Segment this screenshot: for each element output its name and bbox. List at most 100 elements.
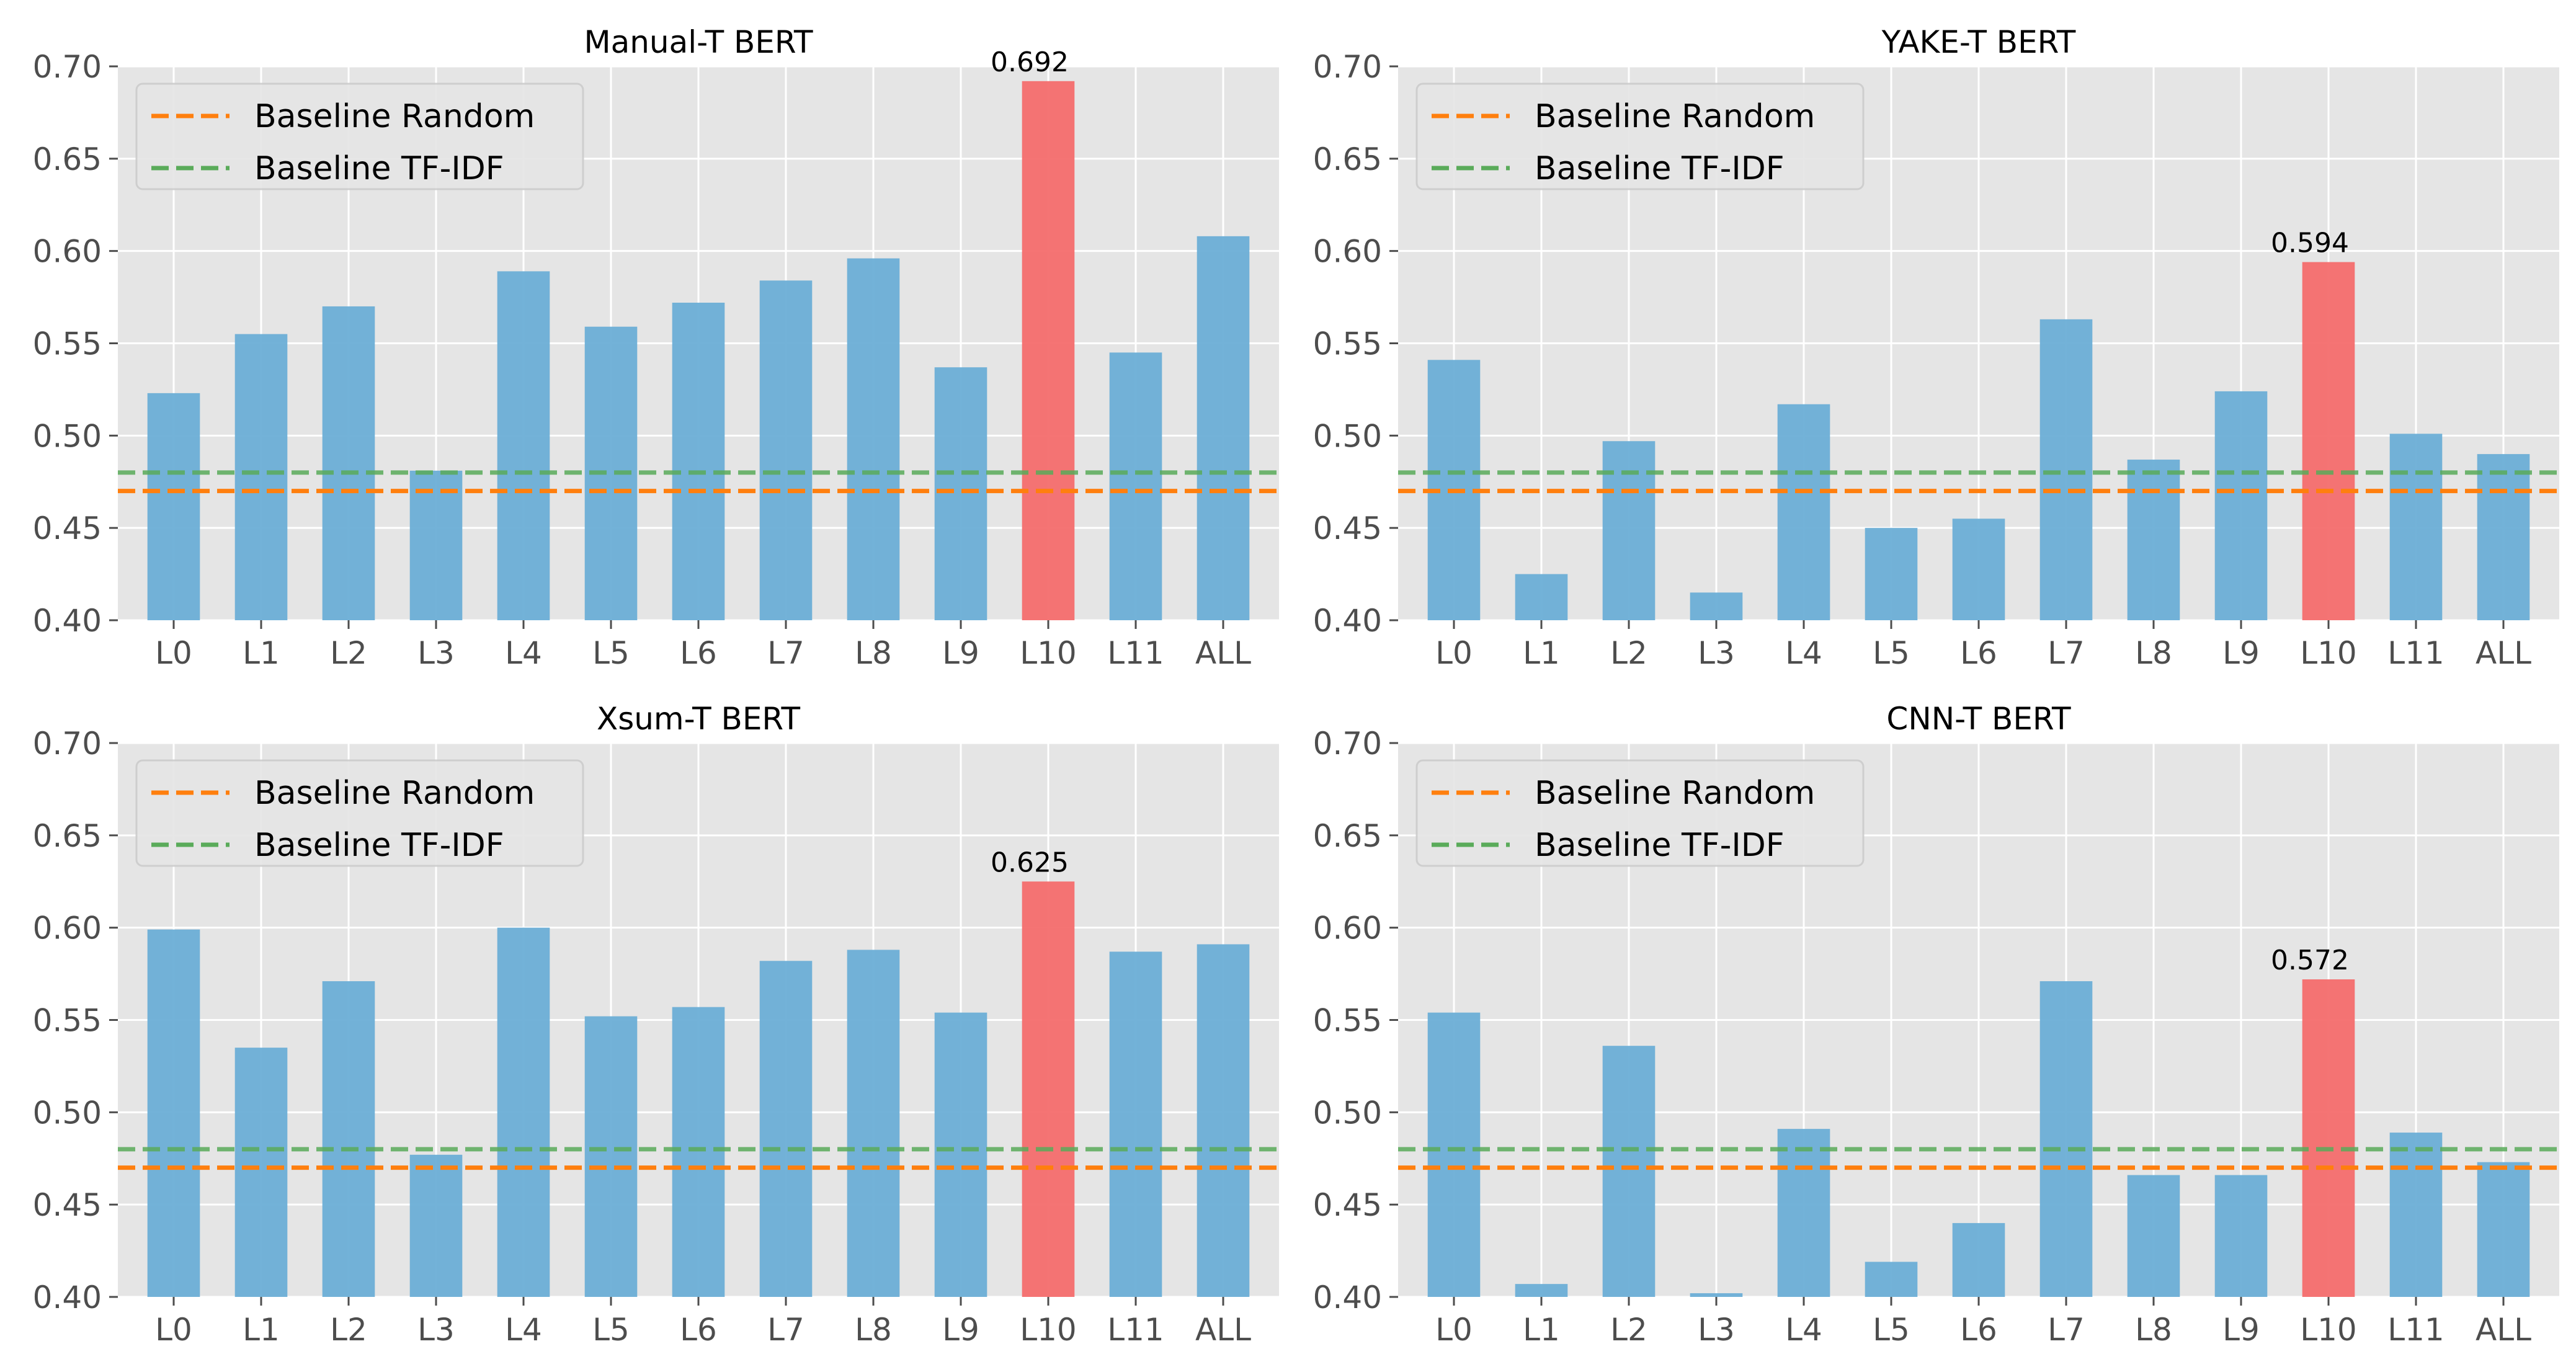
- y-tick-label: 0.60: [33, 911, 102, 946]
- x-tick-label: L9: [942, 635, 979, 671]
- x-tick-label: L4: [1785, 635, 1822, 671]
- y-tick-label: 0.70: [1313, 49, 1382, 85]
- bar-L0: [147, 929, 200, 1297]
- legend-entry-label: Baseline TF-IDF: [1535, 150, 1785, 187]
- bar-L1: [234, 334, 288, 620]
- bar-L2: [1602, 441, 1656, 620]
- x-tick-label: L11: [1107, 1312, 1164, 1348]
- bar-L0: [147, 393, 200, 620]
- bar-highlight-L10: [2302, 979, 2355, 1297]
- y-tick-label: 0.45: [1313, 510, 1382, 546]
- y-tick-label: 0.40: [1313, 1280, 1382, 1316]
- x-tick-label: L9: [942, 1312, 979, 1348]
- bar-highlight-L10: [2302, 262, 2355, 620]
- chart-panel-4: 0.40 0.45 0.50 0.55 0.60 0.65 0.70 L0 L1 L2 L3 L4 L5…: [1313, 701, 2559, 1348]
- x-tick-label: L9: [2222, 1312, 2260, 1348]
- y-tick-label: 0.60: [1313, 234, 1382, 270]
- x-tick-label: L1: [1523, 635, 1560, 671]
- bar-L3: [409, 470, 463, 620]
- bar-L7: [2039, 319, 2093, 620]
- legend: Baseline Random Baseline TF-IDF: [135, 82, 584, 190]
- y-tick-label: 0.70: [1313, 726, 1382, 762]
- x-tick-label: L0: [1435, 1312, 1473, 1348]
- y-tick-label: 0.50: [1313, 418, 1382, 454]
- x-tick-label: L0: [1435, 635, 1473, 671]
- legend-box: [1415, 759, 1865, 867]
- x-tick-label: L8: [2135, 1312, 2172, 1348]
- y-tick-label: 0.60: [33, 234, 102, 270]
- bar-highlight-L10: [1022, 881, 1075, 1297]
- y-tick-label: 0.65: [1313, 818, 1382, 854]
- x-tick-label: L7: [767, 1312, 804, 1348]
- legend: Baseline Random Baseline TF-IDF: [135, 759, 584, 867]
- bar-L7: [759, 280, 813, 620]
- y-tick-label: 0.50: [1313, 1095, 1382, 1131]
- legend-entry-label: Baseline TF-IDF: [1535, 827, 1785, 864]
- x-tick-label: L2: [330, 1312, 367, 1348]
- bar-L6: [1952, 519, 2005, 620]
- x-tick-label: L3: [1698, 1312, 1735, 1348]
- x-tick-label: L8: [2135, 635, 2172, 671]
- bar-L3: [409, 1154, 463, 1297]
- x-tick-label: L10: [1020, 635, 1076, 671]
- bar-L9: [2214, 1175, 2268, 1297]
- bar-L11: [1109, 951, 1162, 1297]
- bar-L9: [934, 1012, 987, 1297]
- y-tick-label: 0.70: [33, 726, 102, 762]
- x-tick-label: L5: [592, 1312, 630, 1348]
- bar-ALL: [2477, 454, 2530, 620]
- legend-box: [135, 759, 584, 867]
- x-tick-label: ALL: [2476, 1312, 2531, 1348]
- legend-entry-label: Baseline Random: [1535, 98, 1815, 135]
- y-tick-label: 0.55: [1313, 326, 1382, 362]
- bar-L1: [1515, 574, 1568, 620]
- bar-L1: [1515, 1284, 1568, 1297]
- highlight-value-label: 0.625: [991, 847, 1069, 878]
- y-tick-label: 0.60: [1313, 911, 1382, 946]
- y-tick-label: 0.40: [1313, 603, 1382, 639]
- x-tick-label: L10: [1020, 1312, 1076, 1348]
- x-tick-label: L6: [1960, 1312, 1997, 1348]
- bar-L11: [2389, 1133, 2443, 1297]
- bar-L11: [1109, 352, 1162, 620]
- legend-entry-label: Baseline TF-IDF: [254, 827, 504, 864]
- highlight-value-label: 0.594: [2271, 228, 2349, 259]
- chart-panel-1: 0.40 0.45 0.50 0.55 0.60 0.65 0.70 L0 L1 L2 L3 L4 L5…: [33, 24, 1279, 671]
- x-tick-label: L4: [1785, 1312, 1822, 1348]
- x-tick-label: L7: [2048, 1312, 2085, 1348]
- x-tick-label: L4: [505, 1312, 542, 1348]
- x-tick-label: L11: [2387, 1312, 2444, 1348]
- y-tick-label: 0.40: [33, 603, 102, 639]
- y-tick-label: 0.50: [33, 418, 102, 454]
- x-tick-label: L11: [2387, 635, 2444, 671]
- x-tick-label: ALL: [1195, 635, 1251, 671]
- x-tick-label: L11: [1107, 635, 1164, 671]
- bar-L2: [1602, 1046, 1656, 1297]
- bar-L5: [1865, 528, 1918, 620]
- x-tick-label: L6: [1960, 635, 1997, 671]
- x-tick-label: L0: [155, 635, 192, 671]
- bar-L9: [2214, 391, 2268, 620]
- x-tick-label: L10: [2300, 635, 2356, 671]
- x-tick-label: L8: [855, 635, 892, 671]
- bar-L0: [1427, 1012, 1481, 1297]
- bar-L2: [322, 981, 375, 1297]
- y-tick-label: 0.55: [33, 1003, 102, 1039]
- highlight-value-label: 0.572: [2271, 945, 2349, 976]
- x-tick-label: L1: [243, 635, 280, 671]
- y-tick-label: 0.40: [33, 1280, 102, 1316]
- x-tick-label: L5: [592, 635, 630, 671]
- y-tick-label: 0.65: [33, 141, 102, 177]
- bar-L8: [847, 258, 900, 620]
- bar-L6: [672, 1007, 725, 1297]
- x-tick-label: L5: [1873, 635, 1910, 671]
- legend-entry-label: Baseline TF-IDF: [254, 150, 504, 187]
- x-tick-label: L0: [155, 1312, 192, 1348]
- chart-title: YAKE-T BERT: [1881, 24, 2076, 60]
- legend-box: [1415, 82, 1865, 190]
- y-tick-label: 0.45: [33, 1187, 102, 1223]
- bar-ALL: [2477, 1162, 2530, 1297]
- x-tick-label: ALL: [2476, 635, 2531, 671]
- legend-entry-label: Baseline Random: [254, 775, 535, 812]
